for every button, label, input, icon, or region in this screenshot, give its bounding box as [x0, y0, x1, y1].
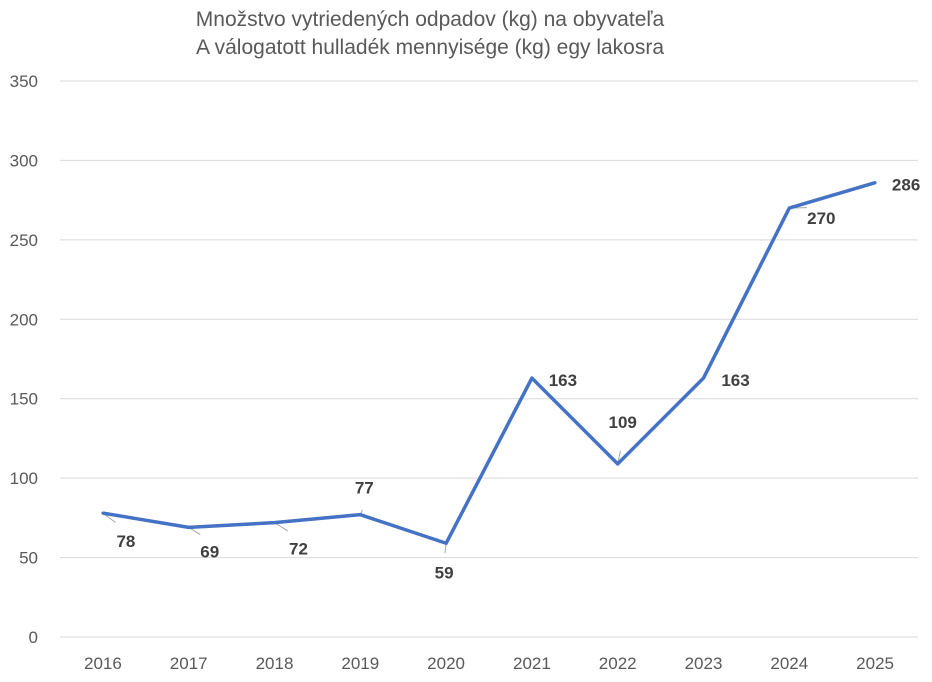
y-tick-label: 150: [10, 390, 38, 409]
data-label: 163: [549, 371, 577, 390]
x-tick-label: 2017: [170, 654, 208, 673]
y-tick-label: 50: [19, 549, 38, 568]
y-tick-label: 250: [10, 231, 38, 250]
x-tick-label: 2016: [84, 654, 122, 673]
y-tick-label: 200: [10, 310, 38, 329]
y-tick-label: 300: [10, 151, 38, 170]
data-point: [530, 376, 534, 380]
data-label: 163: [721, 371, 749, 390]
data-label: 77: [355, 479, 374, 498]
series-line: [102, 180, 876, 546]
data-point: [702, 376, 705, 380]
x-tick-label: 2023: [685, 654, 723, 673]
data-point: [616, 462, 620, 466]
x-tick-label: 2020: [427, 654, 465, 673]
data-point: [358, 513, 362, 517]
x-tick-label: 2019: [341, 654, 379, 673]
x-tick-label: 2024: [770, 654, 808, 673]
data-point: [273, 521, 276, 525]
data-point: [787, 206, 791, 210]
chart-subtitle: A válogatott hulladék mennyisége (kg) eg…: [195, 36, 665, 59]
data-label: 69: [200, 542, 219, 561]
x-tick-label: 2025: [856, 654, 894, 673]
data-point: [187, 525, 191, 529]
data-point: [873, 181, 877, 185]
data-label: 286: [892, 176, 920, 195]
y-tick-label: 0: [29, 628, 38, 647]
x-tick-label: 2018: [256, 654, 294, 673]
y-tick-label: 350: [10, 72, 38, 91]
data-label: 59: [435, 563, 454, 582]
data-point: [101, 511, 105, 515]
chart-title: Množstvo vytriedených odpadov (kg) na ob…: [195, 8, 665, 31]
data-label: 270: [807, 209, 835, 228]
x-tick-label: 2022: [599, 654, 637, 673]
data-label: 78: [116, 532, 135, 551]
data-point: [444, 541, 448, 545]
y-tick-label: 100: [10, 469, 38, 488]
x-tick-label: 2021: [513, 654, 551, 673]
data-label: 72: [289, 540, 308, 559]
data-label: 109: [609, 413, 637, 432]
